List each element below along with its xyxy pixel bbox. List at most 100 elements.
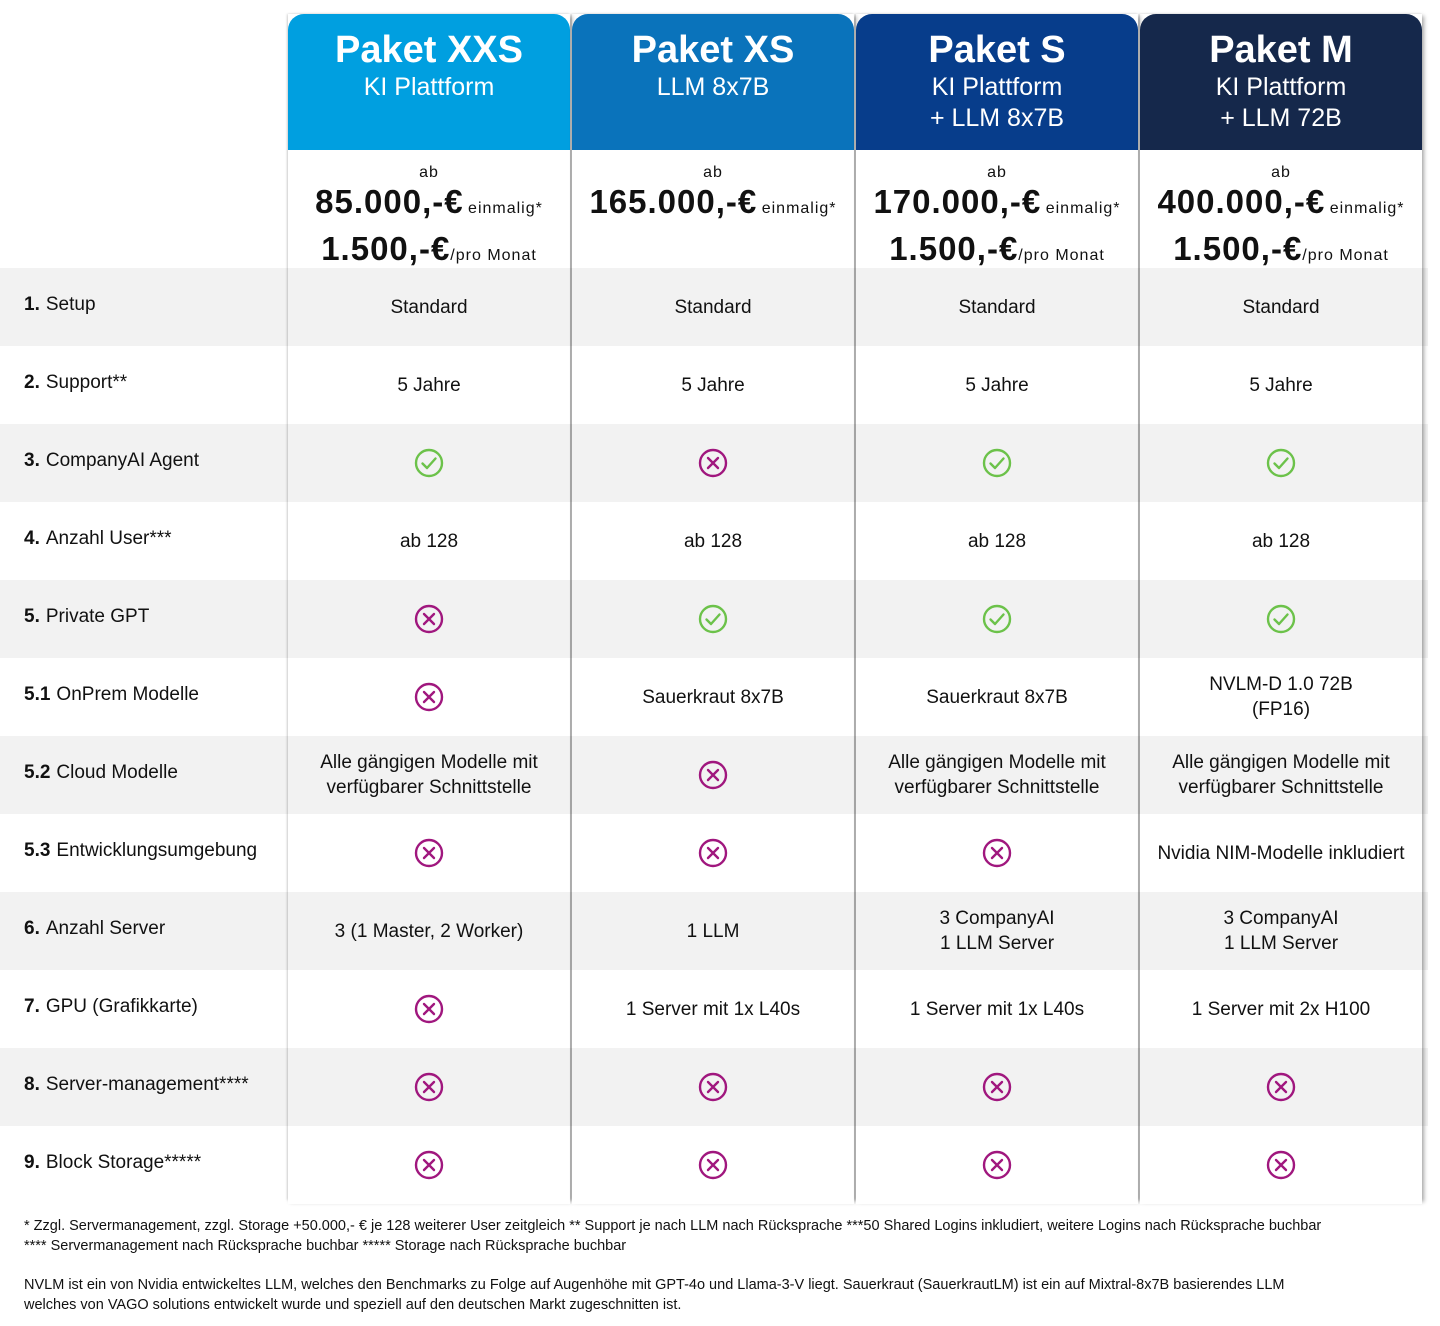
footnote-line-1: * Zzgl. Servermanagement, zzgl. Storage … xyxy=(24,1218,1322,1234)
feature-cell: 5 Jahre xyxy=(1140,346,1422,424)
feature-cell xyxy=(288,424,570,502)
row-number: 5. xyxy=(24,606,40,627)
price-once-value: 170.000,-€ xyxy=(873,183,1042,220)
feature-cell-text: 5 Jahre xyxy=(965,373,1028,398)
feature-cell xyxy=(288,814,570,892)
feature-cell-line: 3 CompanyAI xyxy=(939,908,1055,929)
feature-cell xyxy=(288,580,570,658)
row-label-text: Server-management**** xyxy=(45,1074,249,1095)
package-subtitle: KI Plattform xyxy=(1215,73,1347,101)
row-label: 7. GPU (Grafikkarte) xyxy=(24,968,284,1046)
feature-cell xyxy=(1140,1126,1422,1204)
cross-circle-icon xyxy=(1266,1150,1296,1180)
feature-cell-line: Standard xyxy=(1242,296,1320,318)
check-circle-icon xyxy=(698,604,728,634)
feature-cell-text: 1 LLM xyxy=(687,919,740,944)
package-price: ab 85.000,-€ einmalig* 1.500,-€/pro Monat xyxy=(288,150,570,268)
price-monthly: 1.500,-€/pro Monat xyxy=(288,229,570,276)
row-label-text: Cloud Modelle xyxy=(56,762,178,783)
feature-cell: Standard xyxy=(288,268,570,346)
price-once-suffix: einmalig* xyxy=(761,200,837,217)
feature-cell-line: 5 Jahre xyxy=(681,374,745,396)
row-label-text: CompanyAI Agent xyxy=(45,450,200,471)
row-number: 5.2 xyxy=(24,762,51,783)
feature-cell xyxy=(572,736,854,814)
feature-cell-line: ab 128 xyxy=(683,530,743,552)
footnote-line-2: **** Servermanagement nach Rücksprache b… xyxy=(24,1238,627,1254)
feature-cell-line: 1 LLM xyxy=(686,920,740,942)
price-once: 170.000,-€ einmalig* xyxy=(856,182,1138,229)
feature-cell-line: ab 128 xyxy=(399,530,459,552)
cross-circle-icon xyxy=(698,1150,728,1180)
feature-cell-text: 3 CompanyAI 1 LLM Server xyxy=(939,906,1054,956)
row-label-text: Block Storage***** xyxy=(45,1152,202,1173)
feature-cell xyxy=(572,580,854,658)
feature-cell xyxy=(1140,424,1422,502)
cross-circle-icon xyxy=(698,448,728,478)
package-title: Paket XXS xyxy=(335,29,523,71)
feature-cell-line: Standard xyxy=(390,296,468,318)
feature-cell-text: Standard xyxy=(1242,295,1319,320)
footnote-line-4: welches von VAGO solutions entwickelt wu… xyxy=(24,1297,682,1313)
cross-circle-icon xyxy=(982,838,1012,868)
feature-cell-line: ab 128 xyxy=(967,530,1027,552)
price-monthly-suffix: /pro Monat xyxy=(450,247,537,264)
feature-cell-text: ab 128 xyxy=(684,529,742,554)
check-circle-icon xyxy=(1266,604,1296,634)
feature-cell-line: verfügbarer Schnittstelle xyxy=(326,777,532,798)
cross-circle-icon xyxy=(1266,1072,1296,1102)
feature-cell-text: 1 Server mit 1x L40s xyxy=(910,997,1084,1022)
row-label: 6. Anzahl Server xyxy=(24,890,284,968)
row-label: 5. Private GPT xyxy=(24,578,284,656)
feature-cell: Alle gängigen Modelle mit verfügbarer Sch… xyxy=(1140,736,1422,814)
package-title: Paket S xyxy=(928,29,1066,71)
feature-cell: 3 CompanyAI 1 LLM Server xyxy=(856,892,1138,970)
row-number: 1. xyxy=(24,294,40,315)
feature-cell: ab 128 xyxy=(1140,502,1422,580)
row-label: 4. Anzahl User*** xyxy=(24,500,284,578)
price-once-suffix: einmalig* xyxy=(1329,200,1405,217)
feature-cell: 1 LLM xyxy=(572,892,854,970)
feature-cell-text: 5 Jahre xyxy=(397,373,460,398)
feature-cell: ab 128 xyxy=(856,502,1138,580)
row-label: 5.3 Entwicklungsumgebung xyxy=(24,812,284,890)
feature-cell xyxy=(572,1126,854,1204)
feature-cell-text: 3 CompanyAI 1 LLM Server xyxy=(1223,906,1338,956)
feature-cell xyxy=(288,658,570,736)
feature-cell-line: Alle gängigen Modelle mit xyxy=(888,752,1106,773)
package-title: Paket XS xyxy=(631,29,795,71)
feature-cell: Standard xyxy=(1140,268,1422,346)
row-label: 9. Block Storage***** xyxy=(24,1124,284,1202)
price-monthly: 1.500,-€/pro Monat xyxy=(856,229,1138,276)
feature-cell-line: Sauerkraut 8x7B xyxy=(926,686,1068,708)
cross-circle-icon xyxy=(982,1072,1012,1102)
price-once-value: 85.000,-€ xyxy=(315,183,464,220)
feature-cell-text: NVLM-D 1.0 72B (FP16) xyxy=(1209,672,1353,722)
row-number: 4. xyxy=(24,528,40,549)
price-prefix: ab xyxy=(1271,164,1291,181)
footnote-line-3: NVLM ist ein von Nvidia entwickeltes LLM… xyxy=(24,1277,1285,1293)
check-circle-icon xyxy=(982,448,1012,478)
price-prefix: ab xyxy=(703,164,723,181)
package-title: Paket M xyxy=(1209,29,1353,71)
feature-cell-line: Nvidia NIM-Modelle inkludiert xyxy=(1157,842,1405,864)
feature-cell: Standard xyxy=(572,268,854,346)
feature-cell-text: ab 128 xyxy=(400,529,458,554)
row-label: 8. Server-management**** xyxy=(24,1046,284,1124)
package-header: Paket M KI Plattform + LLM 72B xyxy=(1140,14,1422,150)
price-monthly-value: 1.500,-€ xyxy=(889,230,1019,267)
cross-circle-icon xyxy=(698,760,728,790)
row-number: 5.3 xyxy=(24,840,51,861)
cross-circle-icon xyxy=(698,1072,728,1102)
feature-cell xyxy=(856,580,1138,658)
package-column: Paket M KI Plattform + LLM 72B ab 400.000,-€… xyxy=(1140,14,1422,1204)
price-monthly-suffix: /pro Monat xyxy=(1302,247,1389,264)
feature-cell xyxy=(288,970,570,1048)
cross-circle-icon xyxy=(698,838,728,868)
row-label: 1. Setup xyxy=(24,266,284,344)
feature-cell-text: 1 Server mit 2x H100 xyxy=(1192,997,1370,1022)
feature-cell-line: Standard xyxy=(674,296,752,318)
feature-cell-text: Nvidia NIM-Modelle inkludiert xyxy=(1157,841,1404,866)
feature-cell-line: Alle gängigen Modelle mit xyxy=(320,752,538,773)
row-number: 7. xyxy=(24,996,40,1017)
